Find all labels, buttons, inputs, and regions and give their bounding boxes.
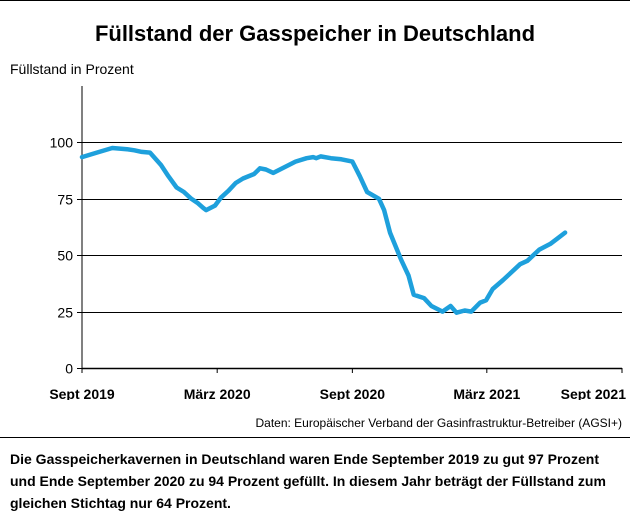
x-tick-label: Sept 2019 <box>49 386 115 400</box>
y-tick-label: 0 <box>65 361 73 377</box>
grid-layer: 0 25 50 75 100 <box>50 86 622 377</box>
page-title: Füllstand der Gasspeicher in Deutschland <box>94 21 536 46</box>
y-tick-label: 25 <box>57 305 73 321</box>
x-tick-layer: Sept 2019 März 2020 Sept 2020 März 2021 Sept… <box>49 368 626 400</box>
x-tick-label: Sept 2020 <box>320 386 386 400</box>
series-layer <box>79 145 568 315</box>
y-tick-label: 50 <box>57 248 73 264</box>
top-rule <box>0 0 630 1</box>
gas-storage-line-chart: 0 25 50 75 100 Sept 2019 März 2020 Sept 2020 Mä… <box>49 86 626 400</box>
y-axis-label: Füllstand in Prozent <box>10 61 134 77</box>
series-line-fuellstand <box>79 145 568 315</box>
y-tick-label: 100 <box>50 135 74 151</box>
divider <box>0 437 630 438</box>
y-tick-label: 75 <box>57 192 73 208</box>
data-source-note: Daten: Europäischer Verband der Gasinfra… <box>255 416 622 430</box>
chart-caption: Die Gasspeicherkavernen in Deutschland w… <box>10 451 606 511</box>
x-tick-label: Sept 2021 <box>561 386 627 400</box>
x-tick-label: März 2021 <box>453 386 520 400</box>
x-tick-label: März 2020 <box>184 386 251 400</box>
